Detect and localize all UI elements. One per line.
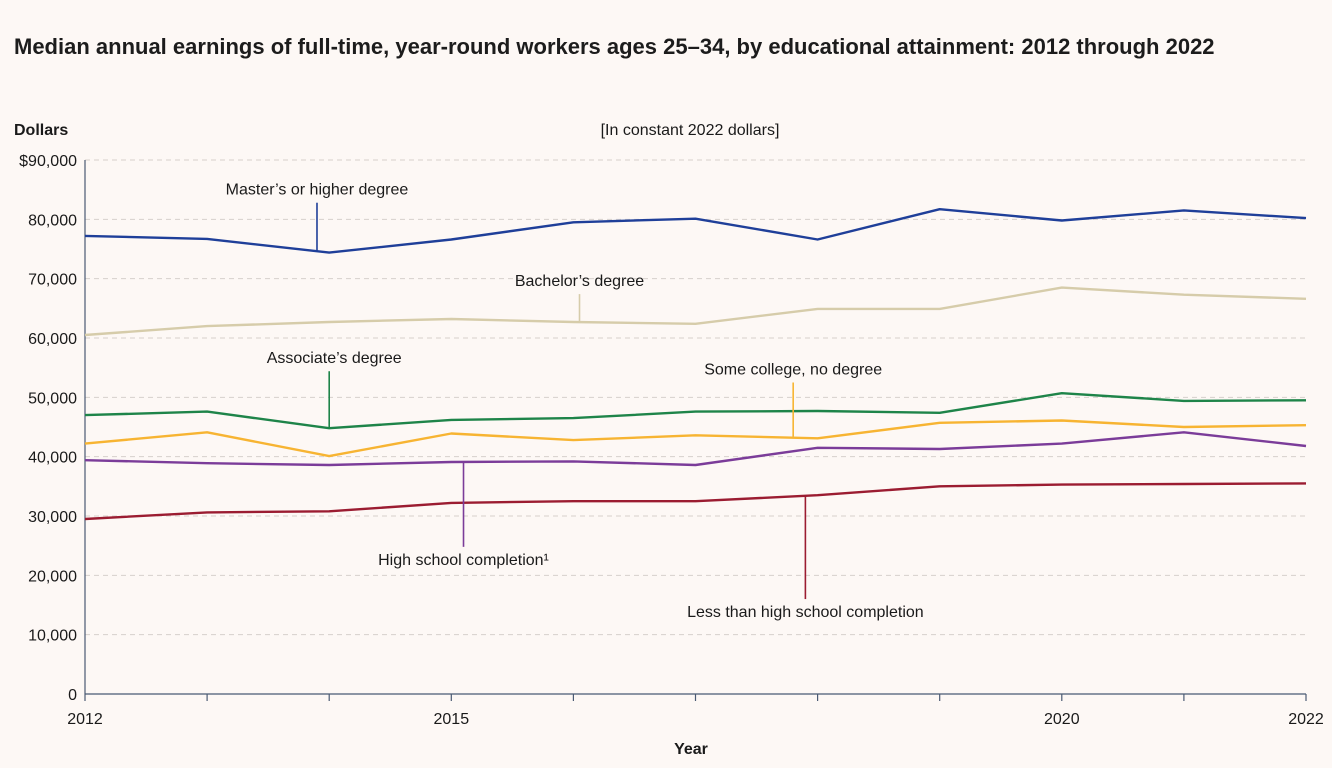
y-tick-label: $90,000 bbox=[19, 153, 77, 170]
y-tick-label: 20,000 bbox=[28, 568, 77, 585]
axes: 0 10,000 20,000 30,000 40,000 50,000 60,000 70,… bbox=[19, 153, 1324, 728]
gridlines bbox=[85, 159, 1306, 636]
series-labels: Master’s or higher degree Bachelor’s degr… bbox=[226, 182, 924, 621]
series-line bbox=[84, 431, 1307, 467]
series-line bbox=[84, 286, 1307, 337]
series-label: Associate’s degree bbox=[267, 350, 402, 367]
series-line bbox=[84, 207, 1307, 254]
series-line bbox=[84, 392, 1307, 430]
chart-subtitle: [In constant 2022 dollars] bbox=[601, 122, 780, 139]
series-label: Some college, no degree bbox=[704, 362, 882, 379]
y-tick-label: 60,000 bbox=[28, 331, 77, 348]
x-tick-label: 2012 bbox=[67, 711, 103, 728]
y-tick-label: 70,000 bbox=[28, 272, 77, 289]
x-axis-title: Year bbox=[674, 741, 708, 758]
series-label: Bachelor’s degree bbox=[515, 273, 644, 290]
y-tick-label: 0 bbox=[68, 687, 77, 704]
series-line bbox=[84, 419, 1307, 458]
series-label: High school completion¹ bbox=[378, 552, 549, 569]
series-label: Less than high school completion bbox=[687, 604, 924, 621]
y-axis-title: Dollars bbox=[14, 122, 68, 139]
y-tick-label: 10,000 bbox=[28, 628, 77, 645]
series-line bbox=[84, 482, 1307, 521]
series-lines bbox=[84, 207, 1307, 521]
series-label: Master’s or higher degree bbox=[226, 182, 409, 199]
x-tick-label: 2020 bbox=[1044, 711, 1080, 728]
y-tick-label: 40,000 bbox=[28, 450, 77, 467]
y-tick-label: 80,000 bbox=[28, 212, 77, 229]
y-tick-label: 30,000 bbox=[28, 509, 77, 526]
x-tick-label: 2015 bbox=[434, 711, 470, 728]
y-tick-label: 50,000 bbox=[28, 390, 77, 407]
x-tick-label: 2022 bbox=[1288, 711, 1324, 728]
chart-title: Median annual earnings of full-time, yea… bbox=[14, 34, 1215, 59]
